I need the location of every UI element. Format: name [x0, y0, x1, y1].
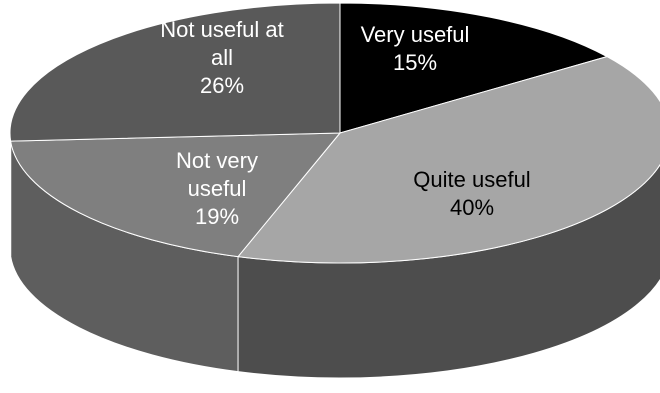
slice-label-line: Not useful at [160, 17, 284, 42]
slice-label-very-useful: Very useful 15% [361, 22, 470, 75]
pie-slice-quite-useful [237, 56, 660, 264]
slice-label-line: 40% [450, 195, 494, 220]
pie-slice-very-useful [339, 2, 609, 134]
slice-label-quite-useful: Quite useful 40% [413, 167, 530, 220]
slice-label-line: useful [188, 176, 247, 201]
slice-label-line: 15% [393, 50, 437, 75]
pie-side-not-useful-at-all [9, 132, 12, 257]
pie-slice-not-very-useful [10, 132, 342, 258]
slice-label-not-useful-at-all: Not useful at all 26% [160, 17, 284, 98]
slice-label-line: Not very [176, 148, 258, 173]
slice-label-line: Very useful [361, 22, 470, 47]
pie-labels: Very useful 15% Quite useful 40% Not very use… [160, 17, 530, 229]
slice-label-line: Quite useful [413, 167, 530, 192]
slice-label-line: all [211, 45, 233, 70]
slice-label-line: 19% [195, 204, 239, 229]
slice-label-not-very-useful: Not very useful 19% [176, 148, 258, 229]
pie-slice-not-useful-at-all [9, 2, 341, 142]
pie-tops [9, 2, 660, 264]
slice-label-line: 26% [200, 73, 244, 98]
